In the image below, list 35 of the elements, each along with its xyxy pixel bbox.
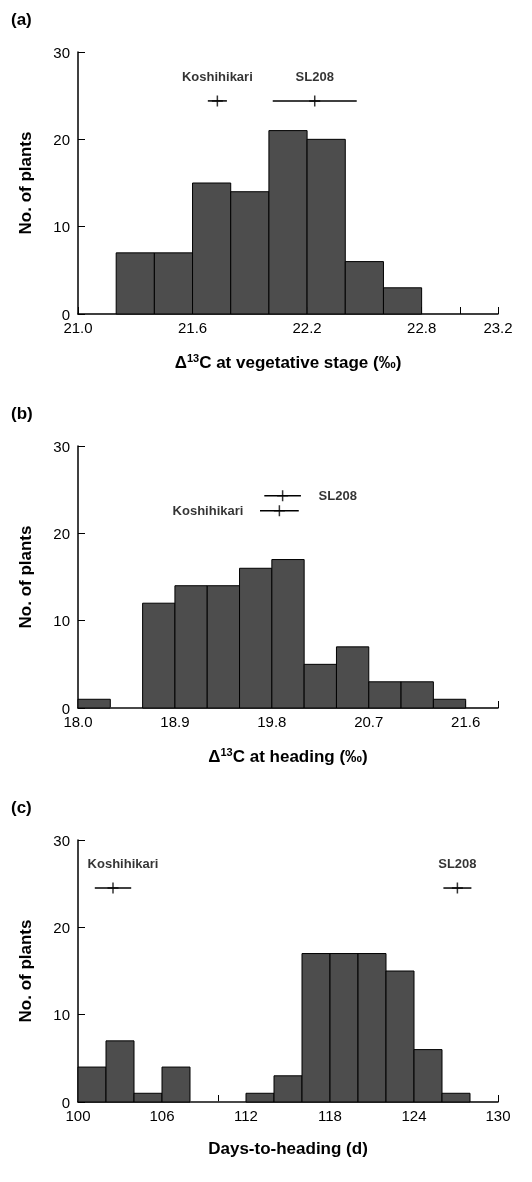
x-tick-label: 22.8 [407,319,437,336]
series-label: Koshihikari [87,856,159,872]
x-tick-label: 19.8 [257,713,287,730]
y-axis-title: No. of plants [16,919,35,1023]
y-tick-label: 10 [53,1006,70,1024]
series-label: Koshihikari [181,68,253,84]
y-tick-label: 10 [53,612,70,630]
x-axis-title: Days-to-heading (d) [208,1139,368,1158]
y-tick-label: 20 [53,918,70,936]
x-tick-label: 21.6 [177,319,208,336]
y-tick-label: 30 [53,831,70,849]
x-tick-label: 112 [234,1107,258,1124]
x-tick-label: 118 [318,1107,342,1124]
y-tick-label: 30 [53,437,70,455]
y-axis-title: No. of plants [16,525,35,629]
text: Koshihikari [172,503,244,519]
series-label: SL208 [295,68,334,84]
x-tick-label: 124 [401,1107,427,1124]
x-tick-label: 21.6 [451,713,481,730]
y-axis-title: No. of plants [16,131,35,235]
chart-title: (b) [11,404,33,423]
x-tick-label: 22.2 [292,319,322,336]
series-label: SL208 [438,856,477,872]
chart-title: (c) [11,798,32,817]
x-tick-label: 23.2 [483,319,513,336]
text: SL208 [318,488,357,504]
chart-title: (a) [11,10,32,29]
y-tick-label: 30 [53,43,70,61]
x-tick-label: 106 [149,1107,175,1124]
x-tick-label: 20.7 [354,713,384,730]
y-tick-label: 20 [53,130,70,148]
y-tick-label: 10 [53,218,70,236]
x-tick-label: 130 [485,1107,511,1124]
x-tick-label: 18.9 [160,713,190,730]
y-tick-label: 20 [53,524,70,542]
